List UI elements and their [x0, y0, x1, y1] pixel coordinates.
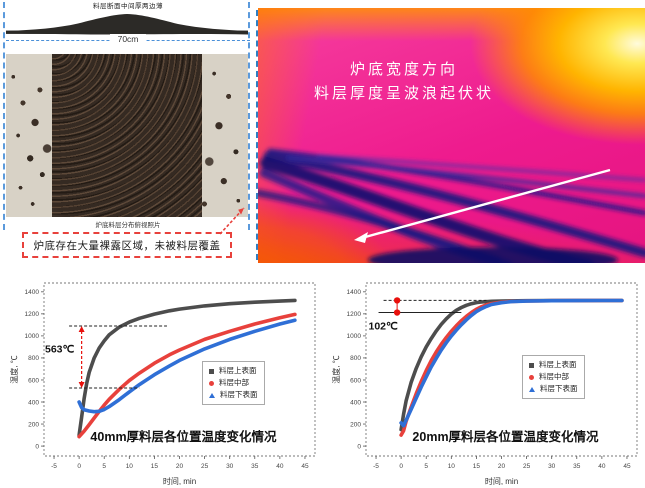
panel-separator-line — [256, 10, 258, 260]
svg-text:0: 0 — [35, 443, 39, 450]
legend-item-middle: 料层中部 — [529, 371, 578, 383]
svg-text:563℃: 563℃ — [45, 343, 75, 355]
legend-label: 料层上表面 — [219, 366, 257, 375]
dense-granule-mass-texture — [51, 54, 203, 217]
svg-text:800: 800 — [350, 355, 361, 362]
legend-label: 料层上表面 — [539, 360, 577, 369]
chart-20mm-title: 20mm厚料层各位置温度变化情况 — [412, 430, 599, 444]
svg-text:-5: -5 — [51, 463, 57, 470]
svg-text:时间, min: 时间, min — [485, 476, 518, 486]
svg-text:600: 600 — [350, 377, 361, 384]
thermal-streaks-graphic — [258, 148, 645, 263]
square-marker-icon — [209, 368, 214, 374]
legend-item-bottom-surface: 料层下表面 — [209, 389, 258, 401]
svg-text:10: 10 — [126, 463, 134, 470]
triangle-marker-icon — [529, 386, 535, 392]
photo-caption: 炉底料层分布俯视照片 — [95, 222, 161, 229]
material-pile-sideview-image — [6, 7, 248, 37]
svg-text:400: 400 — [28, 399, 39, 406]
legend-item-top-surface: 料层上表面 — [529, 359, 578, 371]
svg-text:0: 0 — [399, 463, 403, 470]
sideview-caption: 料层断面中间厚两边薄 — [93, 3, 163, 10]
circle-marker-icon — [209, 380, 214, 386]
material-layer-panel: 料层断面中间厚两边薄 70cm 炉底料层分布俯视照片 炉底存在大量裸露区域，未被… — [0, 0, 256, 272]
furnace-bottom-photo — [6, 54, 248, 217]
legend-label: 料层下表面 — [540, 384, 578, 393]
chart-40mm-panel: -5 0 5 10 15 20 25 30 35 40 45 0 200 400 600 800 1000 120… — [8, 277, 323, 487]
svg-text:200: 200 — [28, 421, 39, 428]
svg-text:600: 600 — [28, 377, 39, 384]
svg-text:35: 35 — [573, 463, 581, 470]
chart-20mm-legend: 料层上表面 料层中部 料层下表面 — [522, 355, 585, 399]
callout-arrow-icon — [219, 207, 245, 235]
svg-text:200: 200 — [350, 421, 361, 428]
legend-label: 料层中部 — [219, 378, 249, 387]
svg-text:45: 45 — [301, 463, 309, 470]
svg-text:时间, min: 时间, min — [163, 476, 196, 486]
svg-text:10: 10 — [448, 463, 456, 470]
svg-text:20: 20 — [176, 463, 184, 470]
thermal-annotation-line2: 料层厚度呈波浪起伏状 — [314, 85, 495, 102]
legend-item-bottom-surface: 料层下表面 — [529, 383, 578, 395]
svg-text:40: 40 — [276, 463, 284, 470]
legend-item-top-surface: 料层上表面 — [209, 365, 258, 377]
svg-text:25: 25 — [201, 463, 209, 470]
width-guide-right-line — [248, 2, 250, 230]
svg-text:20: 20 — [498, 463, 506, 470]
svg-text:5: 5 — [102, 463, 106, 470]
chart-40mm-title: 40mm厚料层各位置温度变化情况 — [90, 430, 277, 444]
svg-text:1000: 1000 — [347, 333, 362, 340]
legend-item-middle: 料层中部 — [209, 377, 258, 389]
exposed-area-callout: 炉底存在大量裸露区域，未被料层覆盖 — [22, 232, 232, 258]
svg-text:45: 45 — [623, 463, 631, 470]
svg-text:1200: 1200 — [347, 311, 362, 318]
svg-text:25: 25 — [523, 463, 531, 470]
svg-text:温度, ℃: 温度, ℃ — [9, 355, 19, 383]
square-marker-icon — [529, 362, 534, 368]
thermal-annotation-line1: 炉底宽度方向 — [350, 61, 459, 78]
legend-label: 料层中部 — [539, 372, 569, 381]
triangle-marker-icon — [209, 392, 215, 398]
svg-text:1200: 1200 — [25, 311, 40, 318]
svg-text:30: 30 — [226, 463, 234, 470]
svg-text:1000: 1000 — [25, 333, 40, 340]
circle-marker-icon — [529, 374, 534, 380]
svg-text:15: 15 — [151, 463, 159, 470]
legend-label: 料层下表面 — [220, 390, 258, 399]
svg-text:400: 400 — [350, 399, 361, 406]
chart-20mm-panel: -5 0 5 10 15 20 25 30 35 40 45 0 200 400 600 800 1000 120… — [330, 277, 645, 487]
svg-text:102℃: 102℃ — [369, 320, 399, 332]
svg-text:35: 35 — [251, 463, 259, 470]
svg-text:1400: 1400 — [25, 289, 40, 296]
svg-text:40: 40 — [598, 463, 606, 470]
width-dimension-label: 70cm — [0, 34, 256, 44]
chart-40mm-plot: -5 0 5 10 15 20 25 30 35 40 45 0 200 400 600 800 1000 120… — [9, 282, 316, 486]
svg-text:0: 0 — [77, 463, 81, 470]
pile-profile-graphic — [6, 14, 248, 35]
svg-text:5: 5 — [424, 463, 428, 470]
svg-text:15: 15 — [473, 463, 481, 470]
svg-text:1400: 1400 — [347, 289, 362, 296]
chart-20mm-plot: -5 0 5 10 15 20 25 30 35 40 45 0 200 400 600 800 1000 120… — [331, 282, 638, 486]
svg-text:30: 30 — [548, 463, 556, 470]
svg-text:温度, ℃: 温度, ℃ — [331, 355, 341, 383]
svg-text:0: 0 — [357, 443, 361, 450]
thermal-infrared-image: 炉底宽度方向 料层厚度呈波浪起伏状 — [258, 8, 645, 263]
svg-text:-5: -5 — [373, 463, 379, 470]
chart-40mm-legend: 料层上表面 料层中部 料层下表面 — [202, 361, 265, 405]
flow-direction-arrow-icon — [354, 168, 611, 243]
svg-text:800: 800 — [28, 355, 39, 362]
width-guide-left-line — [3, 2, 5, 230]
